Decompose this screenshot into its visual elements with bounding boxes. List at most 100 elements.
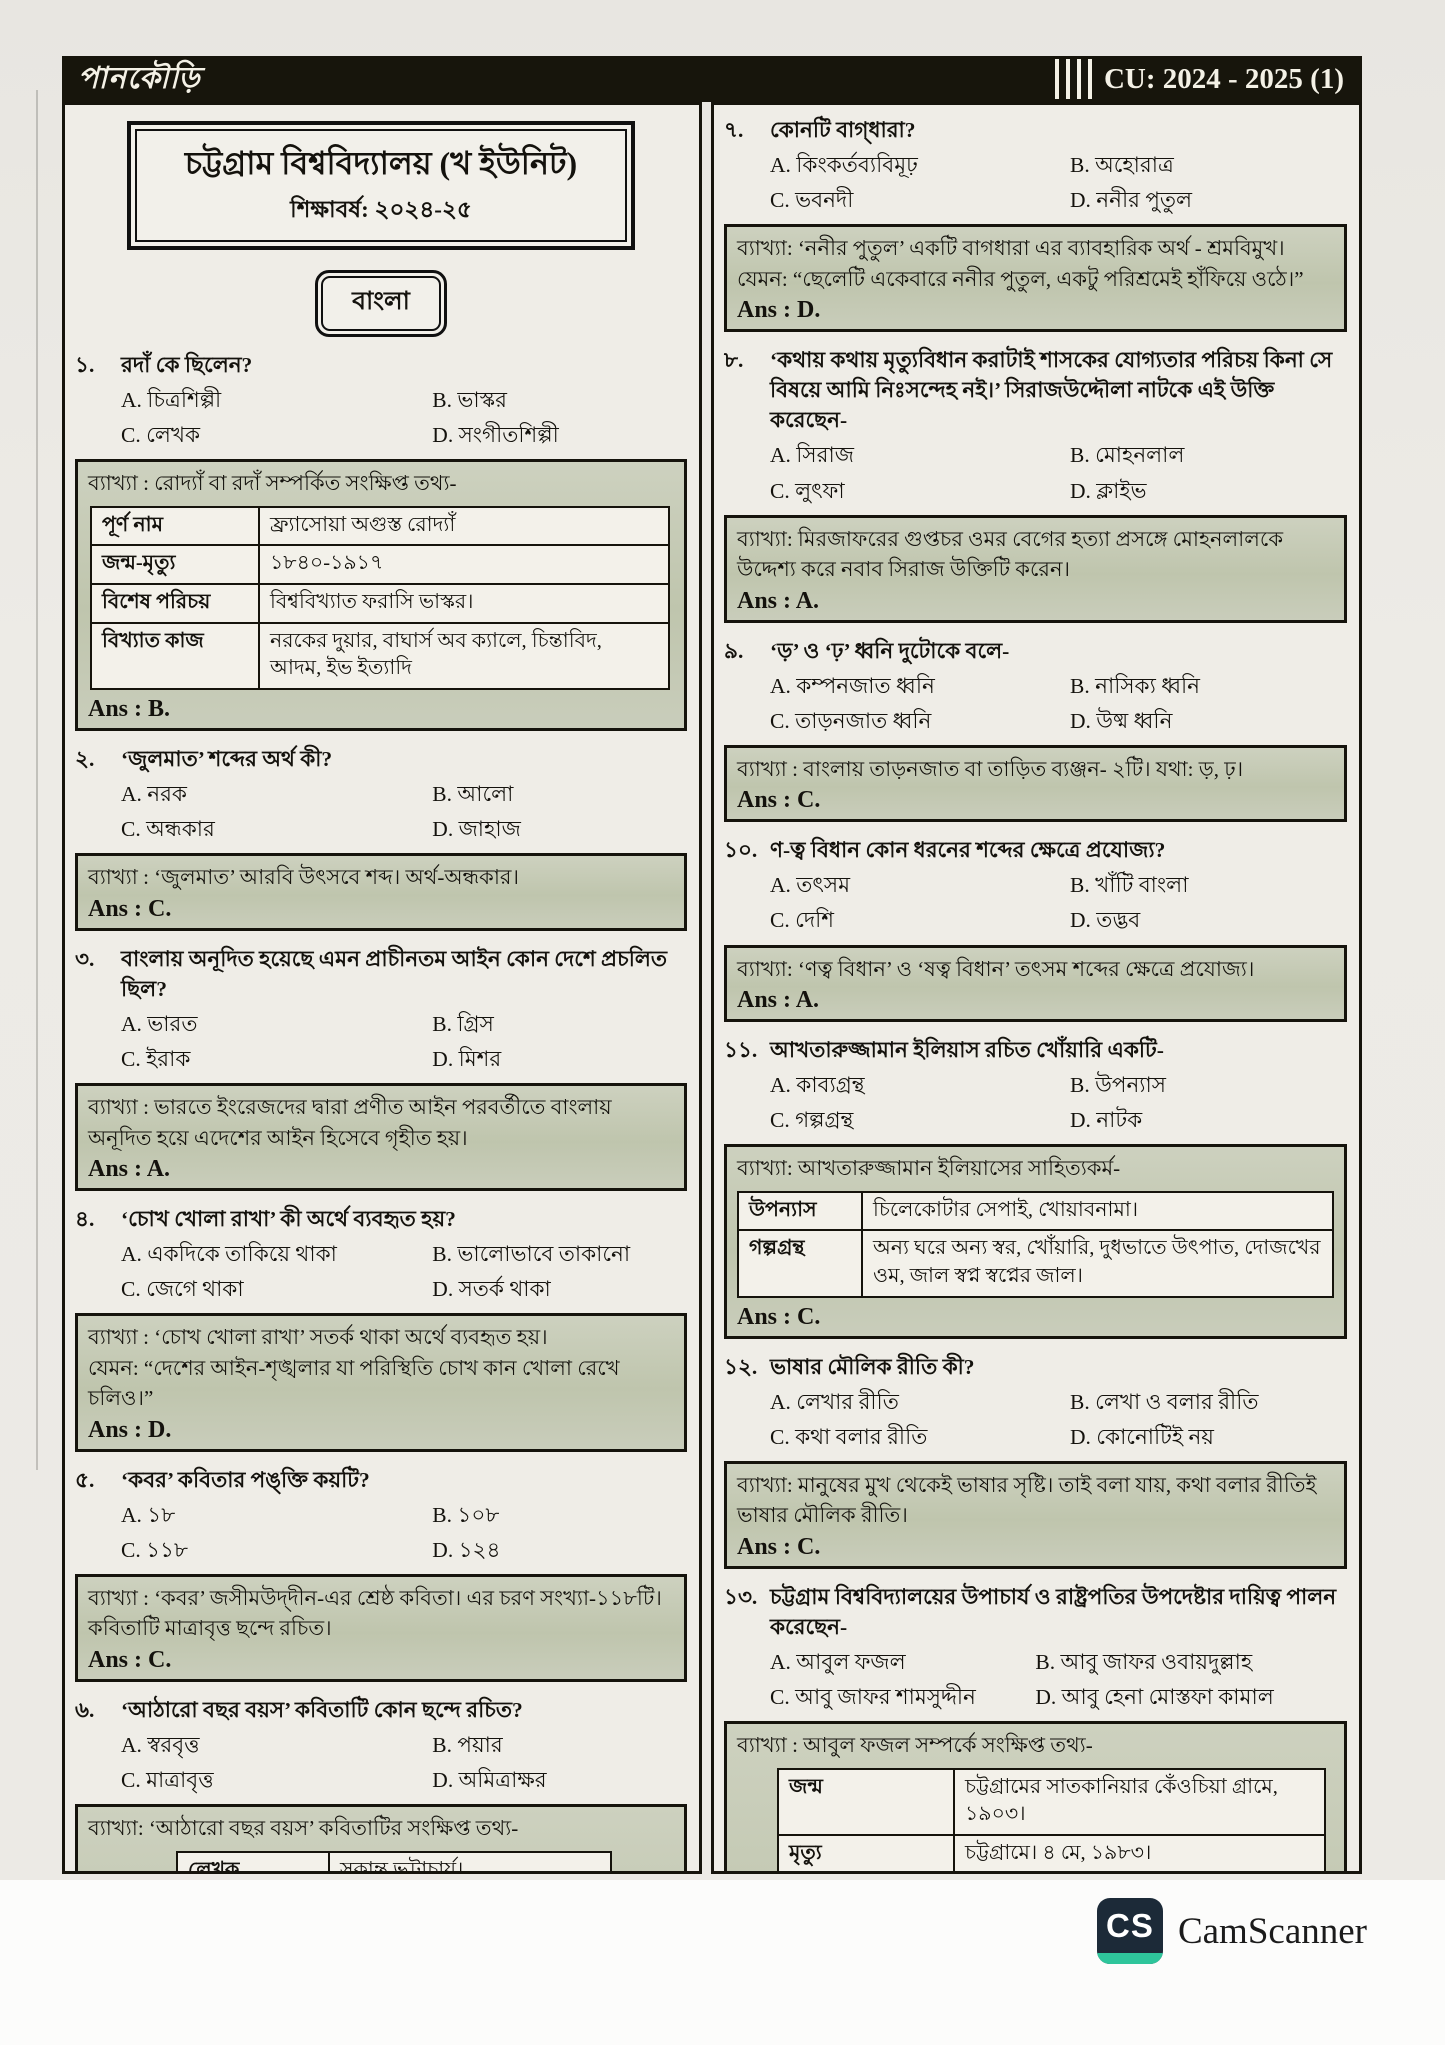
option-d: D. আবু হেনা মোস্তফা কামাল (1035, 1685, 1274, 1710)
question-number: ১৩. (724, 1584, 758, 1609)
option-c: C. ভবনদী (770, 188, 854, 213)
question-number: ১. (75, 353, 95, 377)
explanation-line: ব্যাখ্যা : ‘কবর’ জসীমউদ্‌দীন-এর শ্রেষ্ঠ … (88, 1585, 662, 1610)
question-number: ৮. (724, 348, 744, 373)
option-b: B. আলো (432, 782, 514, 807)
question-7: ৭. কোনটি বাগ্‌ধারা? A. কিংকর্তব্যবিমূঢ় … (724, 115, 1347, 333)
explanation-box: ব্যাখ্যা : ভারতে ইংরেজদের দ্বারা প্রণীত … (75, 1083, 687, 1192)
answer: Ans : D. (88, 1416, 172, 1443)
question-text: ‘কথায় কথায় মৃত্যুবিধান করাটাই শাসকের য… (770, 348, 1333, 433)
options: A. ভারত B. গ্রিস C. ইরাক D. মিশর (75, 1009, 687, 1074)
question-number: ২. (75, 747, 95, 772)
options: A. কাব্যগ্রন্থ B. উপন্যাস C. গল্পগ্রন্থ … (724, 1070, 1347, 1135)
option-b: B. অহোরাত্র (1070, 153, 1174, 178)
option-b: B. নাসিক্য ধ্বনি (1070, 673, 1200, 698)
option-c: C. আবু জাফর শামসুদ্দীন (770, 1685, 976, 1710)
subject-label: বাংলা (321, 276, 441, 331)
question-10: ১০. ণ-ত্ব বিধান কোন ধরনের শব্দের ক্ষেত্র… (724, 835, 1347, 1022)
camscanner-label: CamScanner (1177, 1910, 1367, 1952)
table-row: লেখক সুকান্ত ভট্টাচার্য। (176, 1850, 612, 1871)
info-table: পূর্ণ নাম ফ্র্যাসোয়া অগুস্ত রোদ্যাঁ জন্… (90, 505, 671, 691)
explanation-intro: ব্যাখ্যা: আখতারুজ্জামান ইলিয়াসের সাহিত্… (737, 1156, 1121, 1181)
options: A. আবুল ফজল B. আবু জাফর ওবায়দুল্লাহ C. … (724, 1647, 1347, 1712)
answer: Ans : A. (737, 986, 820, 1013)
right-column: ৭. কোনটি বাগ্‌ধারা? A. কিংকর্তব্যবিমূঢ় … (711, 102, 1362, 1874)
question-head: ৪. ‘চোখ খোলা রাখা’ কী অর্থে ব্যবহৃত হয়? (75, 1204, 687, 1234)
option-a: A. ১৮ (121, 1502, 176, 1527)
question-text: ‘চোখ খোলা রাখা’ কী অর্থে ব্যবহৃত হয়? (121, 1207, 456, 1232)
table-key: পূর্ণ নাম (90, 505, 260, 547)
answer: Ans : B. (88, 696, 171, 723)
question-text: বাংলায় অনূদিত হয়েছে এমন প্রাচীনতম আইন … (121, 946, 667, 1001)
option-a: A. একদিকে তাকিয়ে থাকা (121, 1242, 337, 1267)
options: A. স্বরবৃত্ত B. পয়ার C. মাত্রাবৃত্ত D. … (75, 1730, 687, 1795)
exam-reference: CU: 2024 - 2025 (1) (1103, 62, 1344, 95)
option-a: A. কম্পনজাত ধ্বনি (770, 673, 935, 698)
explanation-box: ব্যাখ্যা : ‘কবর’ জসীমউদ্‌দীন-এর শ্রেষ্ঠ … (75, 1573, 687, 1682)
option-a: A. কিংকর্তব্যবিমূঢ় (770, 153, 918, 178)
answer: Ans : C. (737, 1303, 821, 1330)
question-number: ১০. (724, 838, 758, 863)
option-b: B. খাঁটি বাংলা (1070, 873, 1189, 898)
option-c: C. গল্পগ্রন্থ (770, 1108, 854, 1133)
question-9: ৯. ‘ড়’ ও ‘ঢ়’ ধ্বনি দুটোকে বলে- A. কম্প… (724, 636, 1347, 823)
option-c: C. লুৎফা (770, 478, 845, 503)
question-text: রদাঁ কে ছিলেন? (121, 353, 253, 377)
option-c: C. মাত্রাবৃত্ত (121, 1767, 214, 1792)
question-text: ‘কবর’ কবিতার পঙ্‌ক্তি কয়টি? (121, 1467, 370, 1492)
triple-bar-icon (1047, 59, 1092, 99)
table-value: চিলেকোটার সেপাই, খোয়াবনামা। (861, 1190, 1334, 1232)
option-c: C. কথা বলার রীতি (770, 1424, 928, 1449)
table-value: চট্টগ্রামের সাতকানিয়ার কেঁওচিয়া গ্রামে… (952, 1767, 1327, 1836)
brand-logo: পানকৌড়ি (78, 61, 201, 95)
question-text: ‘ড়’ ও ‘ঢ়’ ধ্বনি দুটোকে বলে- (770, 638, 1010, 663)
answer: Ans : C. (737, 787, 821, 814)
table-value: বিশ্ববিখ্যাত ফরাসি ভাস্কর। (257, 583, 671, 624)
option-a: A. লেখার রীতি (770, 1389, 899, 1414)
option-a: A. নরক (121, 782, 187, 807)
explanation-intro: ব্যাখ্যা: ‘আঠারো বছর বয়স’ কবিতাটির সংক্… (88, 1816, 519, 1841)
table-row: বিশেষ পরিচয় বিশ্ববিখ্যাত ফরাসি ভাস্কর। (90, 583, 671, 624)
question-number: ৩. (75, 946, 95, 971)
explanation-box: ব্যাখ্যা : ‘জুলমাত’ আরবি উৎসবে শব্দ। অর্… (75, 853, 687, 931)
option-c: C. লেখক (121, 423, 200, 448)
question-5: ৫. ‘কবর’ কবিতার পঙ্‌ক্তি কয়টি? A. ১৮ B.… (75, 1465, 687, 1682)
explanation-box: ব্যাখ্যা : রোদ্যাঁ বা রদাঁ সম্পর্কিত সংক… (75, 459, 687, 732)
masthead-inner: চট্টগ্রাম বিশ্ববিদ্যালয় (খ ইউনিট) শিক্ষ… (135, 129, 627, 242)
subject-badge: বাংলা (315, 270, 447, 337)
table-key: উপন্যাস (737, 1190, 863, 1232)
question-6: ৬. ‘আঠারো বছর বয়স’ কবিতাটি কোন ছন্দে রচ… (75, 1695, 687, 1871)
option-c: C. দেশি (770, 908, 834, 933)
question-number: ৭. (724, 118, 744, 142)
question-number: ১২. (724, 1354, 758, 1379)
option-d: D. অমিত্রাক্ষর (432, 1767, 547, 1792)
table-key: জন্ম (777, 1767, 955, 1836)
info-table: লেখক সুকান্ত ভট্টাচার্য। উৎস ‘ছাড়পত্র’ … (176, 1850, 612, 1871)
options: A. তৎসম B. খাঁটি বাংলা C. দেশি D. তদ্ভব (724, 870, 1347, 935)
option-b: B. ভালোভাবে তাকানো (432, 1242, 631, 1267)
option-d: D. তদ্ভব (1070, 908, 1141, 933)
question-3: ৩. বাংলায় অনূদিত হয়েছে এমন প্রাচীনতম আ… (75, 944, 687, 1192)
table-row: মৃত্যু চট্টগ্রামে। ৪ মে, ১৯৮৩। (777, 1833, 1327, 1871)
question-number: ৬. (75, 1697, 95, 1722)
explanation-line: ব্যাখ্যা : ‘চোখ খোলা রাখা’ সতর্ক থাকা অর… (88, 1325, 548, 1350)
table-key: বিখ্যাত কাজ (90, 621, 260, 691)
answer: Ans : A. (88, 1156, 171, 1183)
question-number: ৪. (75, 1207, 95, 1232)
explanation-intro: ব্যাখ্যা : রোদ্যাঁ বা রদাঁ সম্পর্কিত সংক… (88, 471, 457, 496)
explanation-line: ব্যাখ্যা: ‘ণত্ব বিধান’ ও ‘ষত্ব বিধান’ তৎ… (737, 956, 1255, 981)
info-table: জন্ম চট্টগ্রামের সাতকানিয়ার কেঁওচিয়া গ… (777, 1767, 1327, 1871)
explanation-intro: ব্যাখ্যা : আবুল ফজল সম্পর্কে সংক্ষিপ্ত ত… (737, 1733, 1093, 1758)
option-b: B. আবু জাফর ওবায়দুল্লাহ (1035, 1650, 1253, 1675)
option-b: B. ১০৮ (432, 1502, 500, 1527)
option-c: C. তাড়নজাত ধ্বনি (770, 708, 932, 733)
option-d: D. জাহাজ (432, 817, 521, 842)
explanation-line: ব্যাখ্যা : ভারতে ইংরেজদের দ্বারা প্রণীত … (88, 1095, 612, 1150)
option-a: A. সিরাজ (770, 443, 854, 468)
table-key: মৃত্যু (777, 1833, 955, 1871)
option-c: C. ইরাক (121, 1047, 191, 1072)
answer: Ans : D. (737, 297, 821, 324)
explanation-line: কবিতাটি মাত্রাবৃত্ত ছন্দে রচিত। (88, 1616, 332, 1641)
option-c: C. জেগে থাকা (121, 1277, 244, 1302)
explanation-box: ব্যাখ্যা : আবুল ফজল সম্পর্কে সংক্ষিপ্ত ত… (724, 1721, 1347, 1871)
